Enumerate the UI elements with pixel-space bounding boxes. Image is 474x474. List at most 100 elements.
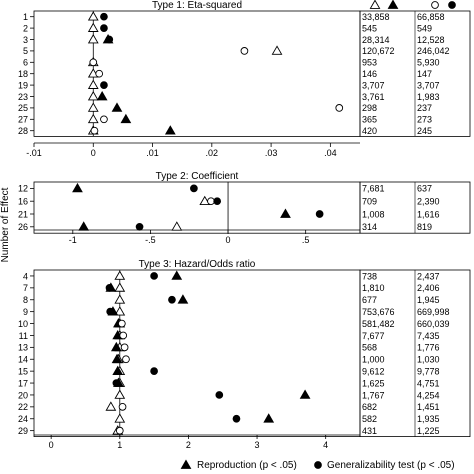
- table-cell: 66,858: [417, 12, 445, 22]
- data-point-filled-triangle: [96, 90, 108, 101]
- category-label: 7: [23, 283, 28, 293]
- table-cell: 660,039: [417, 319, 450, 329]
- category-label: 17: [18, 378, 28, 388]
- table-cell: 2,390: [417, 197, 440, 207]
- data-point-filled-triangle: [111, 102, 123, 112]
- data-point-filled-circle: [315, 210, 324, 218]
- table-cell: 7,677: [362, 331, 385, 341]
- category-label: 9: [23, 307, 28, 317]
- category-label: 27: [18, 115, 28, 125]
- data-point-filled-triangle: [120, 113, 132, 124]
- y-axis-label: Number of Effect: [0, 187, 11, 262]
- category-label: 28: [18, 126, 28, 136]
- data-point-open-triangle: [114, 413, 126, 423]
- panel-title: Type 1: Eta-squared: [152, 0, 242, 11]
- data-point-filled-circle: [105, 35, 114, 44]
- table-cell: 28,314: [362, 35, 390, 45]
- x-tick-label: .02: [206, 148, 219, 158]
- category-label: 15: [18, 366, 28, 376]
- table-cell: 4,254: [417, 390, 440, 400]
- data-point-open-triangle: [271, 45, 283, 55]
- data-point-filled-triangle: [112, 365, 124, 375]
- table-cell: 7,435: [417, 331, 440, 341]
- data-point-filled-triangle: [78, 221, 90, 231]
- data-point-open-circle: [117, 319, 126, 328]
- table-header-markers: [369, 0, 456, 9]
- table-cell: 1,767: [362, 390, 385, 400]
- table-cell: 545: [362, 23, 377, 33]
- data-point-open-triangle: [87, 11, 99, 21]
- data-point-open-triangle: [114, 294, 126, 304]
- table-cell: 1,030: [417, 355, 440, 365]
- plot-frame: [33, 10, 361, 137]
- table-cell: 1,225: [417, 426, 440, 436]
- header-filled-circle-icon: [448, 1, 456, 9]
- category-label: 1: [23, 12, 28, 22]
- table-cell: 1,945: [417, 295, 440, 305]
- table-cell: 1,451: [417, 402, 440, 412]
- category-label: 2: [23, 23, 28, 33]
- table-cell: 549: [417, 23, 432, 33]
- table-cell: 2,406: [417, 283, 440, 293]
- data-point-filled-circle: [232, 414, 241, 423]
- x-tick-label: -1: [69, 235, 77, 245]
- legend-circle-icon: [314, 461, 322, 469]
- table-cell: 246,042: [417, 46, 450, 56]
- category-label: 25: [18, 103, 28, 113]
- category-label: 18: [18, 69, 28, 79]
- table-cell: 147: [417, 69, 432, 79]
- category-label: 5: [23, 46, 28, 56]
- category-label: 6: [23, 58, 28, 68]
- data-point-open-circle: [95, 69, 104, 78]
- category-label: 22: [18, 402, 28, 412]
- data-point-filled-circle: [100, 12, 108, 21]
- panel-2: Type 2: Coefficient -1 -.5 0 .5 12 7,681 637 16 7…: [18, 171, 471, 245]
- table-cell: 1,000: [362, 355, 385, 365]
- data-point-filled-circle: [100, 81, 108, 89]
- x-tick-label: -.5: [145, 235, 156, 245]
- table-cell: 581,482: [362, 319, 395, 329]
- table-cell: 1,983: [417, 92, 440, 102]
- table-cell: 9,778: [417, 366, 440, 376]
- x-tick-label: 0: [226, 235, 231, 245]
- legend-label: Generalizability test (p < .05): [327, 460, 455, 471]
- table-cell: 1,616: [417, 209, 440, 219]
- table-cell: 738: [362, 271, 377, 281]
- data-point-open-triangle: [114, 282, 126, 292]
- data-point-filled-circle: [112, 379, 121, 387]
- category-label: 16: [18, 197, 28, 207]
- data-point-open-triangle: [87, 113, 99, 124]
- data-point-open-triangle: [114, 270, 126, 280]
- data-point-filled-circle: [150, 367, 158, 376]
- data-point-filled-circle: [213, 197, 222, 206]
- category-label: 4: [23, 271, 28, 281]
- x-tick-label: .01: [146, 148, 159, 158]
- x-tick-label: 0: [49, 440, 54, 450]
- panel-3: Type 3: Hazard/Odds ratio 0 1 2 3 4 4 738 2,437 7…: [18, 259, 471, 450]
- table-cell: 2,437: [417, 271, 440, 281]
- data-point-filled-circle: [150, 272, 158, 280]
- category-label: 10: [18, 319, 28, 329]
- table-cell: 12,528: [417, 35, 445, 45]
- table-cell: 245: [417, 126, 432, 136]
- table-cell: 420: [362, 126, 377, 136]
- table-cell: 953: [362, 58, 377, 68]
- panel-title: Type 2: Coefficient: [156, 171, 239, 182]
- data-point-filled-triangle: [263, 413, 275, 423]
- category-label: 8: [23, 295, 28, 305]
- table-cell: 7,681: [362, 184, 385, 194]
- data-point-filled-circle: [215, 391, 224, 399]
- panel-title: Type 3: Hazard/Odds ratio: [139, 259, 256, 270]
- data-point-filled-triangle: [177, 294, 189, 304]
- data-point-filled-triangle: [171, 270, 183, 280]
- category-label: 24: [18, 414, 28, 424]
- data-point-filled-triangle: [299, 389, 311, 399]
- table-cell: 3,707: [362, 80, 385, 90]
- legend-triangle-icon: [180, 459, 192, 469]
- category-label: 11: [19, 331, 28, 341]
- plot-frame: [33, 269, 361, 438]
- table-cell: 709: [362, 197, 377, 207]
- table-cell: 637: [417, 184, 432, 194]
- category-label: 19: [18, 80, 28, 90]
- data-point-filled-triangle: [110, 341, 122, 352]
